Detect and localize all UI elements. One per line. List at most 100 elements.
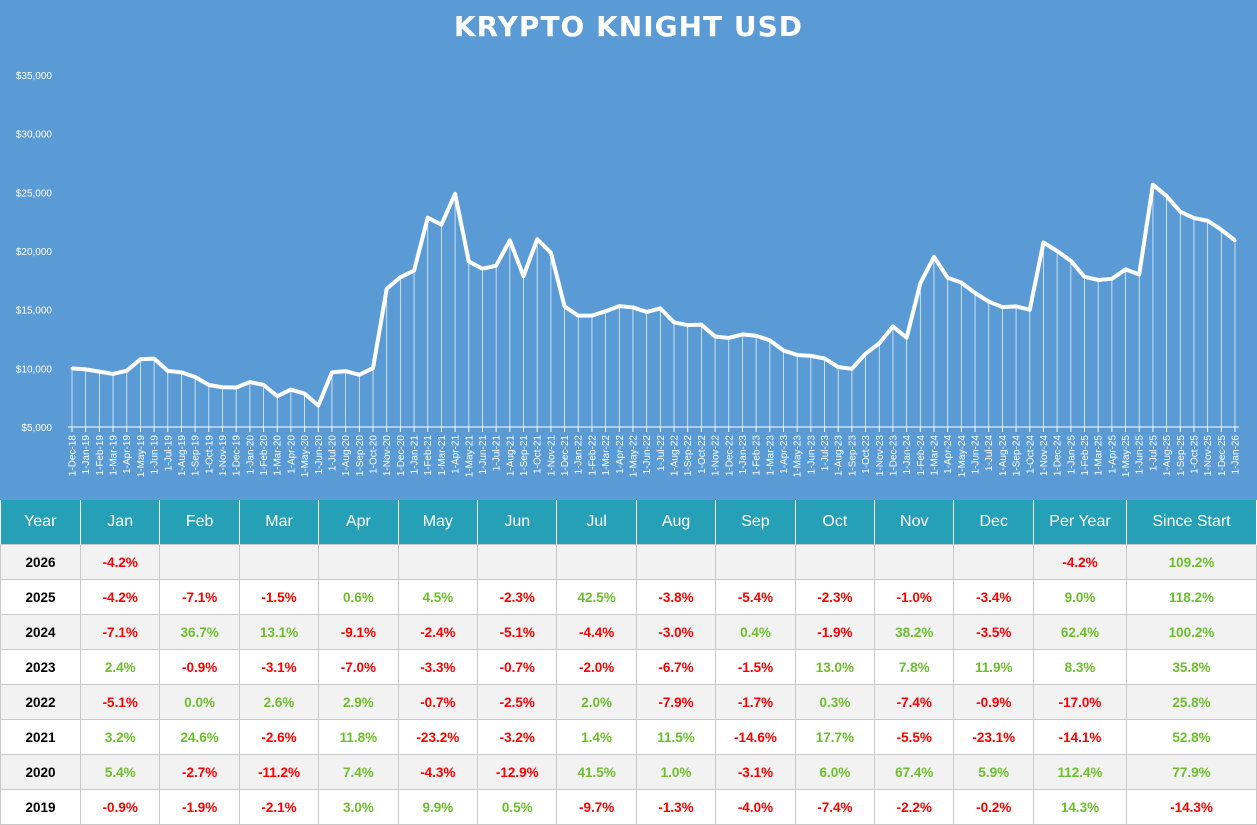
x-tick-label: 1-Oct-20 xyxy=(369,435,380,474)
column-header-nov: Nov xyxy=(874,500,955,545)
return-cell: -1.0% xyxy=(874,579,955,615)
data-point xyxy=(604,309,608,313)
y-tick-label: $30,000 xyxy=(16,130,53,141)
return-cell: 100.2% xyxy=(1126,614,1257,650)
return-cell: -0.7% xyxy=(397,684,479,720)
x-tick-label: 1-Jul-19 xyxy=(163,435,174,472)
table-row: 2024 -7.1% 36.7% 13.1% -9.1% -2.4% -5.1% -4.4% -… xyxy=(0,614,1257,650)
return-cell: -4.0% xyxy=(715,789,796,825)
y-tick-label: $10,000 xyxy=(16,364,53,375)
return-cell: -0.9% xyxy=(159,649,240,685)
return-cell xyxy=(238,544,320,580)
return-cell: -1.5% xyxy=(238,579,320,615)
return-cell: 0.4% xyxy=(715,614,796,650)
return-cell: -14.3% xyxy=(1126,789,1257,825)
data-point xyxy=(672,320,676,324)
x-tick-label: 1-Aug-23 xyxy=(834,435,845,477)
data-point xyxy=(1014,304,1018,308)
x-tick-label: 1-Oct-24 xyxy=(1025,435,1036,474)
return-cell: -5.4% xyxy=(715,579,796,615)
return-cell: -5.1% xyxy=(477,614,558,650)
x-tick-label: 1-Nov-25 xyxy=(1203,435,1214,477)
year-cell: 2024 xyxy=(0,614,81,650)
data-point xyxy=(426,216,430,220)
data-point xyxy=(631,305,635,309)
return-cell: 52.8% xyxy=(1126,719,1257,755)
return-cell: -7.4% xyxy=(794,789,876,825)
x-tick-label: 1-Jul-20 xyxy=(327,435,338,472)
data-point xyxy=(1165,194,1169,198)
return-cell: -3.4% xyxy=(953,579,1034,615)
return-cell: -5.1% xyxy=(79,684,161,720)
data-point xyxy=(754,334,758,338)
x-tick-label: 1-Jun-24 xyxy=(971,435,982,475)
x-tick-label: 1-Jul-23 xyxy=(820,435,831,472)
return-cell: -2.5% xyxy=(477,684,558,720)
data-point xyxy=(727,336,731,340)
return-cell: -9.7% xyxy=(556,789,637,825)
data-point xyxy=(248,380,252,384)
return-cell: 77.9% xyxy=(1126,754,1257,790)
table-row: 2021 3.2% 24.6% -2.6% 11.8% -23.2% -3.2% 1.4% 11… xyxy=(0,719,1257,755)
year-cell: 2020 xyxy=(0,754,81,790)
return-cell: 1.0% xyxy=(635,754,717,790)
data-point xyxy=(795,353,799,357)
return-cell: -4.4% xyxy=(556,614,637,650)
data-point xyxy=(1206,219,1210,223)
data-point xyxy=(850,367,854,371)
data-point xyxy=(590,314,594,318)
return-cell xyxy=(397,544,479,580)
data-point xyxy=(1055,249,1059,253)
column-header-sep: Sep xyxy=(715,500,796,545)
x-tick-label: 1-Jul-21 xyxy=(492,435,503,472)
return-cell: 6.0% xyxy=(794,754,876,790)
x-tick-label: 1-Jan-20 xyxy=(245,435,256,475)
x-tick-label: 1-Feb-20 xyxy=(259,435,270,476)
return-cell: 9.0% xyxy=(1033,579,1127,615)
data-point xyxy=(330,370,334,374)
x-tick-label: 1-Jan-24 xyxy=(902,435,913,475)
return-cell: -0.9% xyxy=(953,684,1034,720)
return-cell: -2.2% xyxy=(874,789,955,825)
data-point xyxy=(713,335,717,339)
return-cell xyxy=(874,544,955,580)
return-cell: 11.5% xyxy=(635,719,717,755)
x-tick-label: 1-Mar-24 xyxy=(929,435,940,476)
return-cell: 67.4% xyxy=(874,754,955,790)
return-cell: 0.5% xyxy=(477,789,558,825)
return-cell: -2.7% xyxy=(159,754,240,790)
data-point xyxy=(946,276,950,280)
data-point xyxy=(576,314,580,318)
year-cell: 2021 xyxy=(0,719,81,755)
x-tick-label: 1-Oct-21 xyxy=(533,435,544,474)
x-tick-label: 1-Sep-22 xyxy=(683,435,694,477)
return-cell: 7.4% xyxy=(318,754,399,790)
return-cell: -1.9% xyxy=(794,614,876,650)
data-point xyxy=(262,383,266,387)
return-cell: -2.3% xyxy=(477,579,558,615)
x-tick-label: 1-Nov-20 xyxy=(382,435,393,477)
x-tick-label: 1-Feb-19 xyxy=(95,435,106,476)
return-cell: 2.6% xyxy=(238,684,320,720)
x-tick-label: 1-Oct-22 xyxy=(697,435,708,474)
x-tick-label: 1-Mar-23 xyxy=(765,435,776,476)
x-tick-label: 1-Apr-21 xyxy=(451,435,462,474)
x-tick-label: 1-Jun-21 xyxy=(478,435,489,475)
x-tick-label: 1-Jan-25 xyxy=(1066,435,1077,475)
y-tick-label: $20,000 xyxy=(16,247,53,258)
x-tick-label: 1-Jan-23 xyxy=(738,435,749,475)
data-point xyxy=(289,388,293,392)
x-tick-label: 1-Aug-25 xyxy=(1162,435,1173,477)
data-point xyxy=(1069,259,1073,263)
return-cell xyxy=(715,544,796,580)
column-header-per-year: Per Year xyxy=(1033,500,1127,545)
data-point xyxy=(344,369,348,373)
return-cell: 112.4% xyxy=(1033,754,1127,790)
return-cell: 13.1% xyxy=(238,614,320,650)
data-point xyxy=(959,281,963,285)
return-cell: -5.5% xyxy=(874,719,955,755)
return-cell xyxy=(477,544,558,580)
data-point xyxy=(480,267,484,271)
return-cell: -9.1% xyxy=(318,614,399,650)
column-header-jun: Jun xyxy=(477,500,558,545)
